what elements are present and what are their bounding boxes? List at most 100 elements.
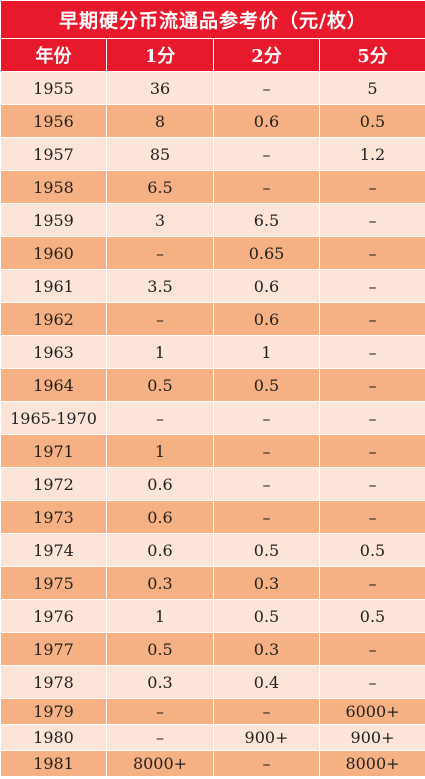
table-row: 1962–0.6– [0,302,425,336]
cell-5fen: 0.5 [318,104,425,138]
cell-2fen: 0.6 [213,269,320,303]
cell-1fen: 1 [106,599,214,633]
cell-5fen: – [318,335,425,369]
cell-2fen: 0.3 [213,566,320,600]
cell-2fen: 0.6 [213,104,320,138]
cell-year: 1976 [0,599,107,633]
cell-year: 1958 [0,170,107,204]
cell-2fen: – [213,401,320,435]
cell-5fen: 8000+ [318,750,425,777]
header-2fen: 2分 [213,38,320,72]
cell-year: 1957 [0,137,107,171]
cell-5fen: – [318,434,425,468]
cell-5fen: – [318,500,425,534]
table-row: 1958 6.5– – [0,170,425,204]
cell-1fen: 8 [106,104,214,138]
cell-5fen: – [318,269,425,303]
cell-5fen: – [318,566,425,600]
table-row: 1977 0.5 0.3– [0,632,425,666]
table-row: 1965-1970– – – [0,401,425,435]
cell-year: 1961 [0,269,107,303]
cell-2fen: 0.5 [213,533,320,567]
table-row: 1956 8 0.6 0.5 [0,104,425,138]
cell-5fen: 0.5 [318,599,425,633]
cell-year: 1973 [0,500,107,534]
cell-year: 1981 [0,750,107,777]
cell-2fen: – [213,170,320,204]
header-1fen: 1分 [106,38,214,72]
cell-2fen: 0.3 [213,632,320,666]
cell-1fen: 1 [106,434,214,468]
cell-5fen: – [318,632,425,666]
table-row: 1979– –6000+ [0,698,425,725]
cell-1fen: 6.5 [106,170,214,204]
cell-year: 1974 [0,533,107,567]
cell-1fen: 85 [106,137,214,171]
cell-1fen: 0.6 [106,500,214,534]
cell-2fen: – [213,137,320,171]
cell-year: 1960 [0,236,107,270]
header-year: 年份 [0,38,107,72]
cell-year: 1979 [0,698,107,725]
table-row: 1975 0.3 0.3– [0,566,425,600]
cell-year: 1964 [0,368,107,402]
cell-1fen: 0.5 [106,368,214,402]
header-row: 年份 1分 2分 5分 [0,38,425,72]
cell-2fen: 0.6 [213,302,320,336]
cell-1fen: – [106,698,214,725]
cell-5fen: – [318,236,425,270]
cell-year: 1956 [0,104,107,138]
table-row: 1981 8000+ –8000+ [0,750,425,777]
cell-2fen: – [213,434,320,468]
table-row: 1974 0.6 0.5 0.5 [0,533,425,567]
header-5fen: 5分 [318,38,425,72]
table-row: 1980–900+ 900+ [0,724,425,751]
cell-1fen: 3 [106,203,214,237]
cell-2fen: – [213,500,320,534]
cell-1fen: 0.3 [106,665,214,699]
cell-2fen: 0.5 [213,599,320,633]
cell-5fen: – [318,368,425,402]
cell-1fen: 0.6 [106,533,214,567]
cell-1fen: – [106,236,214,270]
cell-5fen: – [318,302,425,336]
table-row: 1971 1– – [0,434,425,468]
table-row: 1959 3 6.5– [0,203,425,237]
table-row: 1978 0.3 0.4– [0,665,425,699]
cell-2fen: 6.5 [213,203,320,237]
cell-year: 1955 [0,71,107,105]
table-title: 早期硬分币流通品参考价（元/枚） [0,0,425,39]
cell-1fen: 0.6 [106,467,214,501]
cell-2fen: – [213,750,320,777]
cell-1fen: 8000+ [106,750,214,777]
cell-5fen: 1.2 [318,137,425,171]
cell-2fen: – [213,698,320,725]
cell-2fen: 0.5 [213,368,320,402]
table-row: 1960–0.65– [0,236,425,270]
cell-5fen: – [318,467,425,501]
cell-year: 1980 [0,724,107,751]
cell-year: 1965-1970 [0,401,107,435]
cell-5fen: – [318,401,425,435]
cell-1fen: 36 [106,71,214,105]
table-row: 1964 0.5 0.5– [0,368,425,402]
table-row: 1972 0.6– – [0,467,425,501]
cell-5fen: 900+ [318,724,425,751]
table-body: 1955 36–5 1956 8 0.6 0.5 1957 85–1.2 1958 6.5– –19… [0,71,425,777]
cell-1fen: – [106,724,214,751]
cell-1fen: 3.5 [106,269,214,303]
cell-year: 1978 [0,665,107,699]
cell-1fen: – [106,302,214,336]
cell-2fen: – [213,71,320,105]
cell-1fen: 0.5 [106,632,214,666]
table-row: 1973 0.6– – [0,500,425,534]
table-row: 1976 1 0.5 0.5 [0,599,425,633]
cell-5fen: 0.5 [318,533,425,567]
cell-year: 1972 [0,467,107,501]
cell-5fen: 6000+ [318,698,425,725]
cell-year: 1971 [0,434,107,468]
cell-year: 1959 [0,203,107,237]
cell-2fen: 900+ [213,724,320,751]
cell-2fen: – [213,467,320,501]
